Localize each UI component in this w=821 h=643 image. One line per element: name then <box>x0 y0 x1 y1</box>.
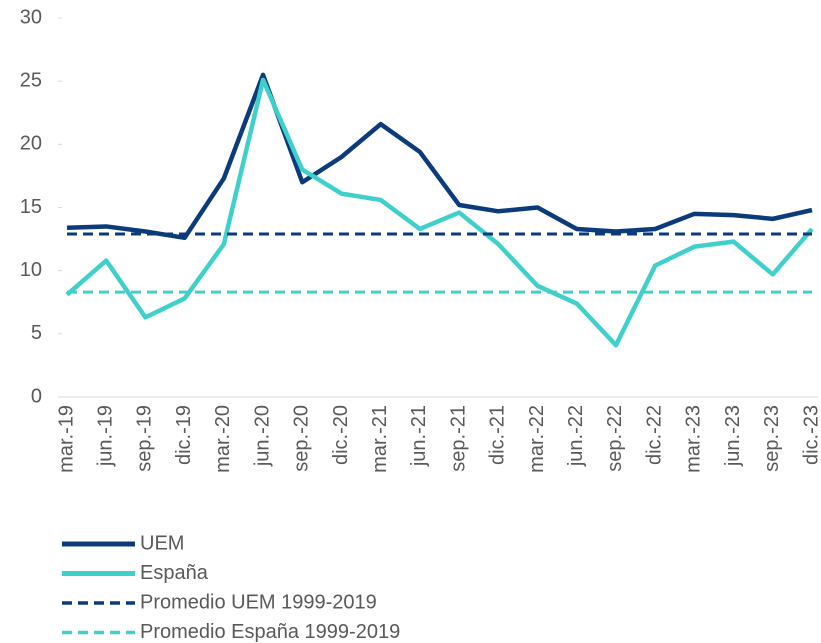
x-tick-label: jun.-19 <box>94 405 116 467</box>
x-tick-label: mar.-20 <box>212 405 234 473</box>
series-line <box>65 77 814 348</box>
series-line <box>66 72 813 241</box>
x-tick-label: dic.-23 <box>800 405 821 465</box>
y-tick-label: 15 <box>20 196 42 218</box>
x-tick-label: jun.-21 <box>408 405 430 467</box>
x-tick-label: sep.-23 <box>761 405 783 472</box>
y-tick-label: 30 <box>20 6 42 28</box>
legend-label: España <box>140 562 209 584</box>
legend-label: Promedio UEM 1999-2019 <box>140 591 377 613</box>
y-tick-label: 0 <box>31 385 42 407</box>
x-tick-label: dic.-22 <box>643 405 665 465</box>
x-tick-label: sep.-22 <box>604 405 626 472</box>
x-tick-label: sep.-19 <box>134 405 156 472</box>
x-tick-label: jun.-20 <box>251 405 273 467</box>
legend-label: UEM <box>140 532 184 554</box>
y-tick-label: 25 <box>20 69 42 91</box>
legend-label: Promedio España 1999-2019 <box>140 621 400 643</box>
x-tick-label: dic.-20 <box>330 405 352 465</box>
y-tick-label: 20 <box>20 133 42 155</box>
x-tick-label: dic.-21 <box>487 405 509 465</box>
x-tick-label: mar.-22 <box>526 405 548 473</box>
x-tick-label: sep.-20 <box>291 405 313 472</box>
x-tick-label: mar.-23 <box>683 405 705 473</box>
y-tick-label: 10 <box>20 259 42 281</box>
x-tick-label: mar.-21 <box>369 405 391 473</box>
x-tick-label: jun.-23 <box>722 405 744 467</box>
x-tick-label: dic.-19 <box>173 405 195 465</box>
x-tick-label: mar.-19 <box>55 405 77 473</box>
x-tick-label: sep.-21 <box>447 405 469 472</box>
x-tick-label: jun.-22 <box>565 405 587 467</box>
y-tick-label: 5 <box>31 322 42 344</box>
